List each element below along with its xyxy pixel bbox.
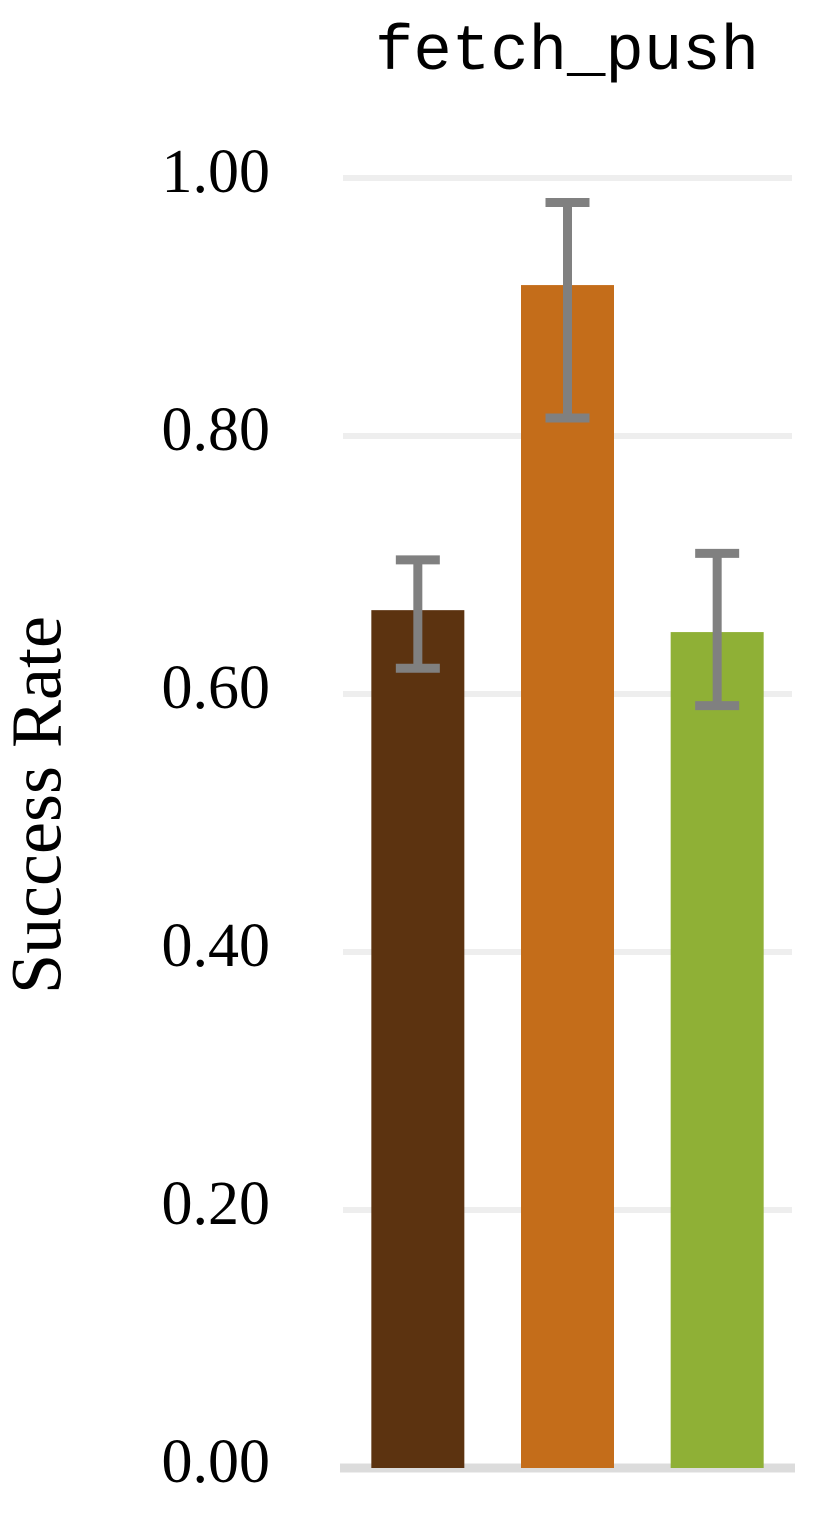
bar	[521, 285, 614, 1468]
chart-title: fetch_push	[375, 17, 759, 89]
y-tick-label: 1.00	[162, 138, 271, 206]
bar	[670, 632, 764, 1468]
error-bar	[545, 198, 590, 423]
y-tick-label: 0.60	[162, 654, 271, 722]
error-bar	[395, 555, 440, 673]
y-tick-label: 0.20	[162, 1170, 271, 1238]
y-axis-label: Success Rate	[0, 616, 77, 994]
y-tick-label: 0.00	[162, 1428, 271, 1496]
bar	[371, 610, 465, 1468]
y-tick-label: 0.40	[162, 912, 271, 980]
y-tick-label: 0.80	[162, 396, 271, 464]
error-bar	[695, 548, 740, 711]
